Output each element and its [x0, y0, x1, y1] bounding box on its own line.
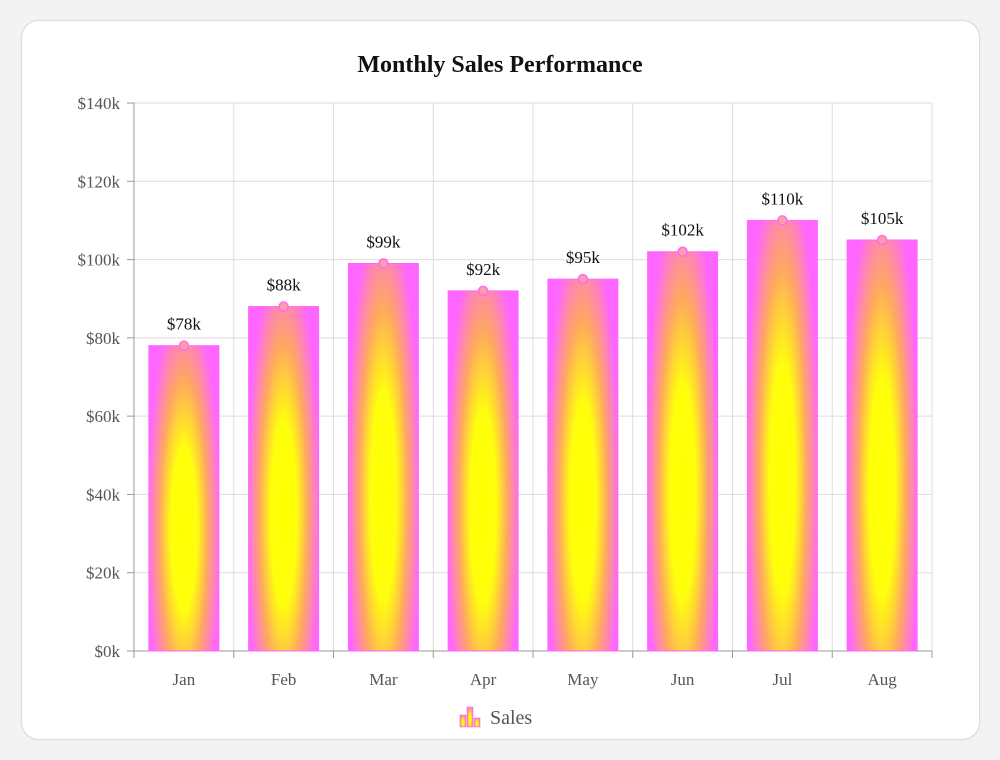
- y-tick-label: $100k: [78, 251, 121, 270]
- y-tick-label: $60k: [86, 407, 121, 426]
- bar-jun[interactable]: [647, 251, 719, 652]
- axes: $0k $20k $40k $60k $80k $100k $120k $140k Jan Feb…: [78, 94, 933, 689]
- data-labels: $78k $88k $99k $92k $95k $102k $110k $105k: [167, 189, 904, 333]
- x-tick-label: Jun: [671, 670, 695, 689]
- x-tick-label: Jan: [173, 670, 196, 689]
- legend-bar-icon: [459, 706, 481, 728]
- data-label: $88k: [267, 276, 302, 295]
- data-label: $102k: [661, 221, 704, 240]
- y-tick-label: $140k: [78, 94, 121, 113]
- data-label: $95k: [566, 248, 601, 267]
- bar-jan[interactable]: [148, 345, 220, 652]
- x-tick-label: Apr: [470, 670, 497, 689]
- data-label: $99k: [366, 232, 401, 251]
- bar-point-marker[interactable]: [278, 301, 289, 312]
- bar-point-marker[interactable]: [178, 340, 190, 351]
- y-tick-label: $40k: [86, 485, 121, 504]
- data-label: $105k: [861, 209, 904, 228]
- y-tick-label: $20k: [86, 564, 121, 583]
- bar-apr[interactable]: [447, 290, 519, 652]
- chart-title: Monthly Sales Performance: [357, 52, 643, 78]
- bar-point-marker[interactable]: [876, 234, 888, 246]
- y-tick-label: $80k: [86, 329, 121, 348]
- bar-feb[interactable]: [248, 306, 320, 652]
- x-tick-label: May: [567, 670, 599, 689]
- bar-point-marker[interactable]: [577, 273, 589, 285]
- x-tick-label: Jul: [772, 670, 792, 689]
- data-label: $92k: [466, 260, 501, 279]
- bar-point-marker[interactable]: [477, 285, 489, 297]
- bar-point-marker[interactable]: [378, 258, 389, 269]
- y-tick-label: $120k: [78, 172, 121, 191]
- x-tick-label: Feb: [271, 670, 297, 689]
- x-tick-label: Aug: [867, 670, 897, 689]
- legend[interactable]: Sales: [459, 706, 532, 729]
- data-label: $110k: [761, 189, 803, 208]
- legend-label-sales: Sales: [490, 707, 532, 729]
- bar-point-marker[interactable]: [777, 215, 788, 226]
- legend-icon-bar: [466, 706, 474, 728]
- bar-point-marker[interactable]: [677, 246, 688, 257]
- y-tick-label: $0k: [95, 642, 121, 661]
- bar-mar[interactable]: [347, 262, 419, 652]
- bar-aug[interactable]: [846, 239, 918, 652]
- legend-icon-bar: [459, 714, 467, 728]
- bars: [148, 215, 918, 652]
- x-tick-label: Mar: [369, 670, 398, 689]
- bar-jul[interactable]: [746, 219, 818, 652]
- data-label: $78k: [167, 315, 202, 334]
- bar-may[interactable]: [547, 278, 619, 652]
- legend-icon-bar: [473, 717, 481, 728]
